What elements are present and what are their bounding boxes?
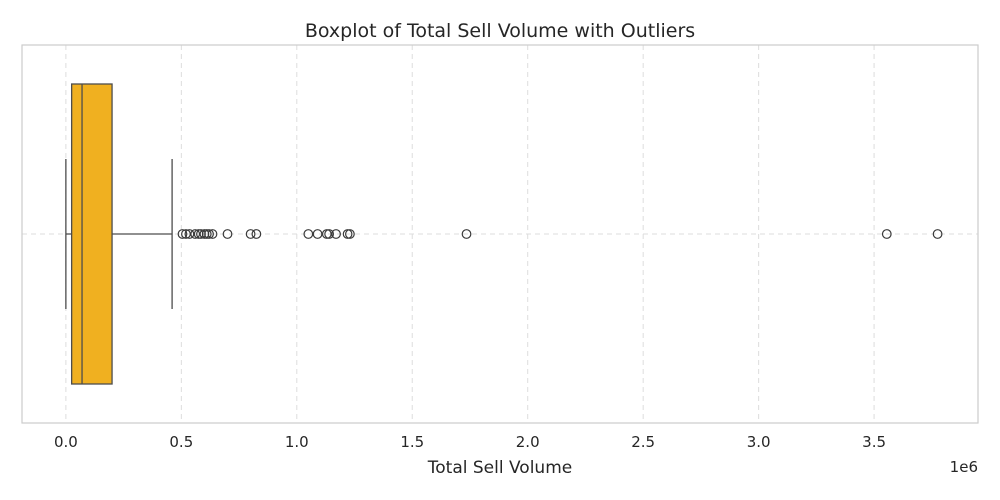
x-tick-label: 0.0	[54, 433, 78, 451]
outlier-point	[461, 229, 472, 239]
outlier-point	[345, 229, 355, 239]
outlier-point	[312, 229, 323, 239]
outlier-point	[881, 229, 892, 239]
outlier-point	[303, 229, 314, 239]
iqr-box	[70, 83, 113, 385]
x-tick-label: 2.5	[631, 433, 655, 451]
x-tick-label: 0.5	[169, 433, 193, 451]
outlier-point	[204, 229, 214, 239]
x-tick-label: 2.0	[516, 433, 540, 451]
outlier-point	[222, 229, 233, 239]
outlier-point	[190, 229, 201, 239]
outlier-point	[324, 229, 335, 239]
outlier-point	[245, 229, 256, 239]
outlier-point	[251, 229, 262, 239]
outlier-point	[932, 229, 943, 239]
x-tick-label: 3.5	[862, 433, 886, 451]
x-axis-title: Total Sell Volume	[427, 458, 572, 478]
outlier-point	[181, 229, 191, 239]
outlier-point	[184, 229, 195, 239]
plot-frame	[21, 44, 979, 424]
x-tick-label: 3.0	[747, 433, 771, 451]
x-tick-label: 1.0	[285, 433, 309, 451]
x-tick-label: 1.5	[400, 433, 424, 451]
outlier-point	[331, 229, 341, 239]
outlier-point	[177, 229, 188, 239]
chart-title: Boxplot of Total Sell Volume with Outlie…	[305, 20, 695, 42]
x-axis-offset-label: 1e6	[950, 458, 978, 476]
outlier-point	[207, 229, 218, 239]
